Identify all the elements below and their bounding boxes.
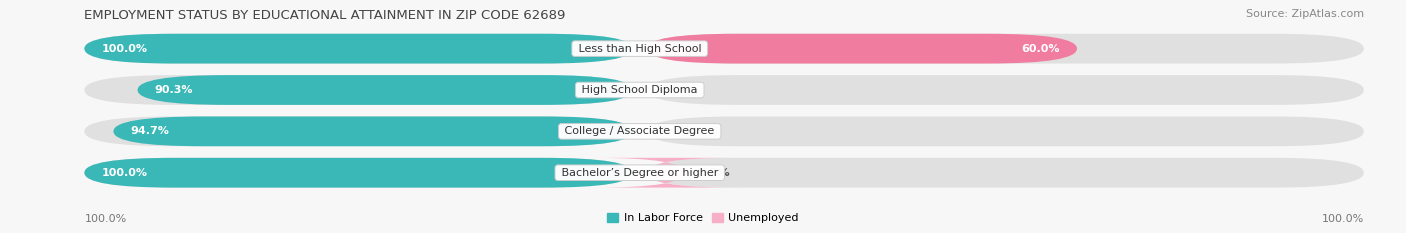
Text: 0.0%: 0.0% bbox=[661, 85, 692, 95]
FancyBboxPatch shape bbox=[138, 75, 633, 105]
FancyBboxPatch shape bbox=[647, 116, 1364, 146]
Text: 60.0%: 60.0% bbox=[1022, 44, 1060, 54]
Text: 100.0%: 100.0% bbox=[101, 168, 148, 178]
Text: Source: ZipAtlas.com: Source: ZipAtlas.com bbox=[1246, 9, 1364, 19]
Text: 90.3%: 90.3% bbox=[155, 85, 193, 95]
FancyBboxPatch shape bbox=[84, 158, 633, 188]
Text: 5.3%: 5.3% bbox=[699, 168, 730, 178]
FancyBboxPatch shape bbox=[647, 158, 1364, 188]
FancyBboxPatch shape bbox=[84, 158, 633, 188]
Text: Less than High School: Less than High School bbox=[575, 44, 704, 54]
Text: 100.0%: 100.0% bbox=[1322, 214, 1364, 224]
Text: Bachelor’s Degree or higher: Bachelor’s Degree or higher bbox=[558, 168, 721, 178]
FancyBboxPatch shape bbox=[647, 75, 1364, 105]
Text: 94.7%: 94.7% bbox=[131, 126, 169, 136]
FancyBboxPatch shape bbox=[84, 34, 633, 64]
Text: EMPLOYMENT STATUS BY EDUCATIONAL ATTAINMENT IN ZIP CODE 62689: EMPLOYMENT STATUS BY EDUCATIONAL ATTAINM… bbox=[84, 9, 565, 22]
Text: 100.0%: 100.0% bbox=[101, 44, 148, 54]
FancyBboxPatch shape bbox=[595, 158, 737, 188]
FancyBboxPatch shape bbox=[647, 34, 1364, 64]
FancyBboxPatch shape bbox=[647, 34, 1077, 64]
Text: High School Diploma: High School Diploma bbox=[578, 85, 702, 95]
Text: College / Associate Degree: College / Associate Degree bbox=[561, 126, 718, 136]
Legend: In Labor Force, Unemployed: In Labor Force, Unemployed bbox=[603, 208, 803, 227]
FancyBboxPatch shape bbox=[84, 75, 633, 105]
FancyBboxPatch shape bbox=[84, 34, 633, 64]
FancyBboxPatch shape bbox=[114, 116, 633, 146]
FancyBboxPatch shape bbox=[84, 116, 633, 146]
Text: 100.0%: 100.0% bbox=[84, 214, 127, 224]
Text: 0.0%: 0.0% bbox=[661, 126, 692, 136]
